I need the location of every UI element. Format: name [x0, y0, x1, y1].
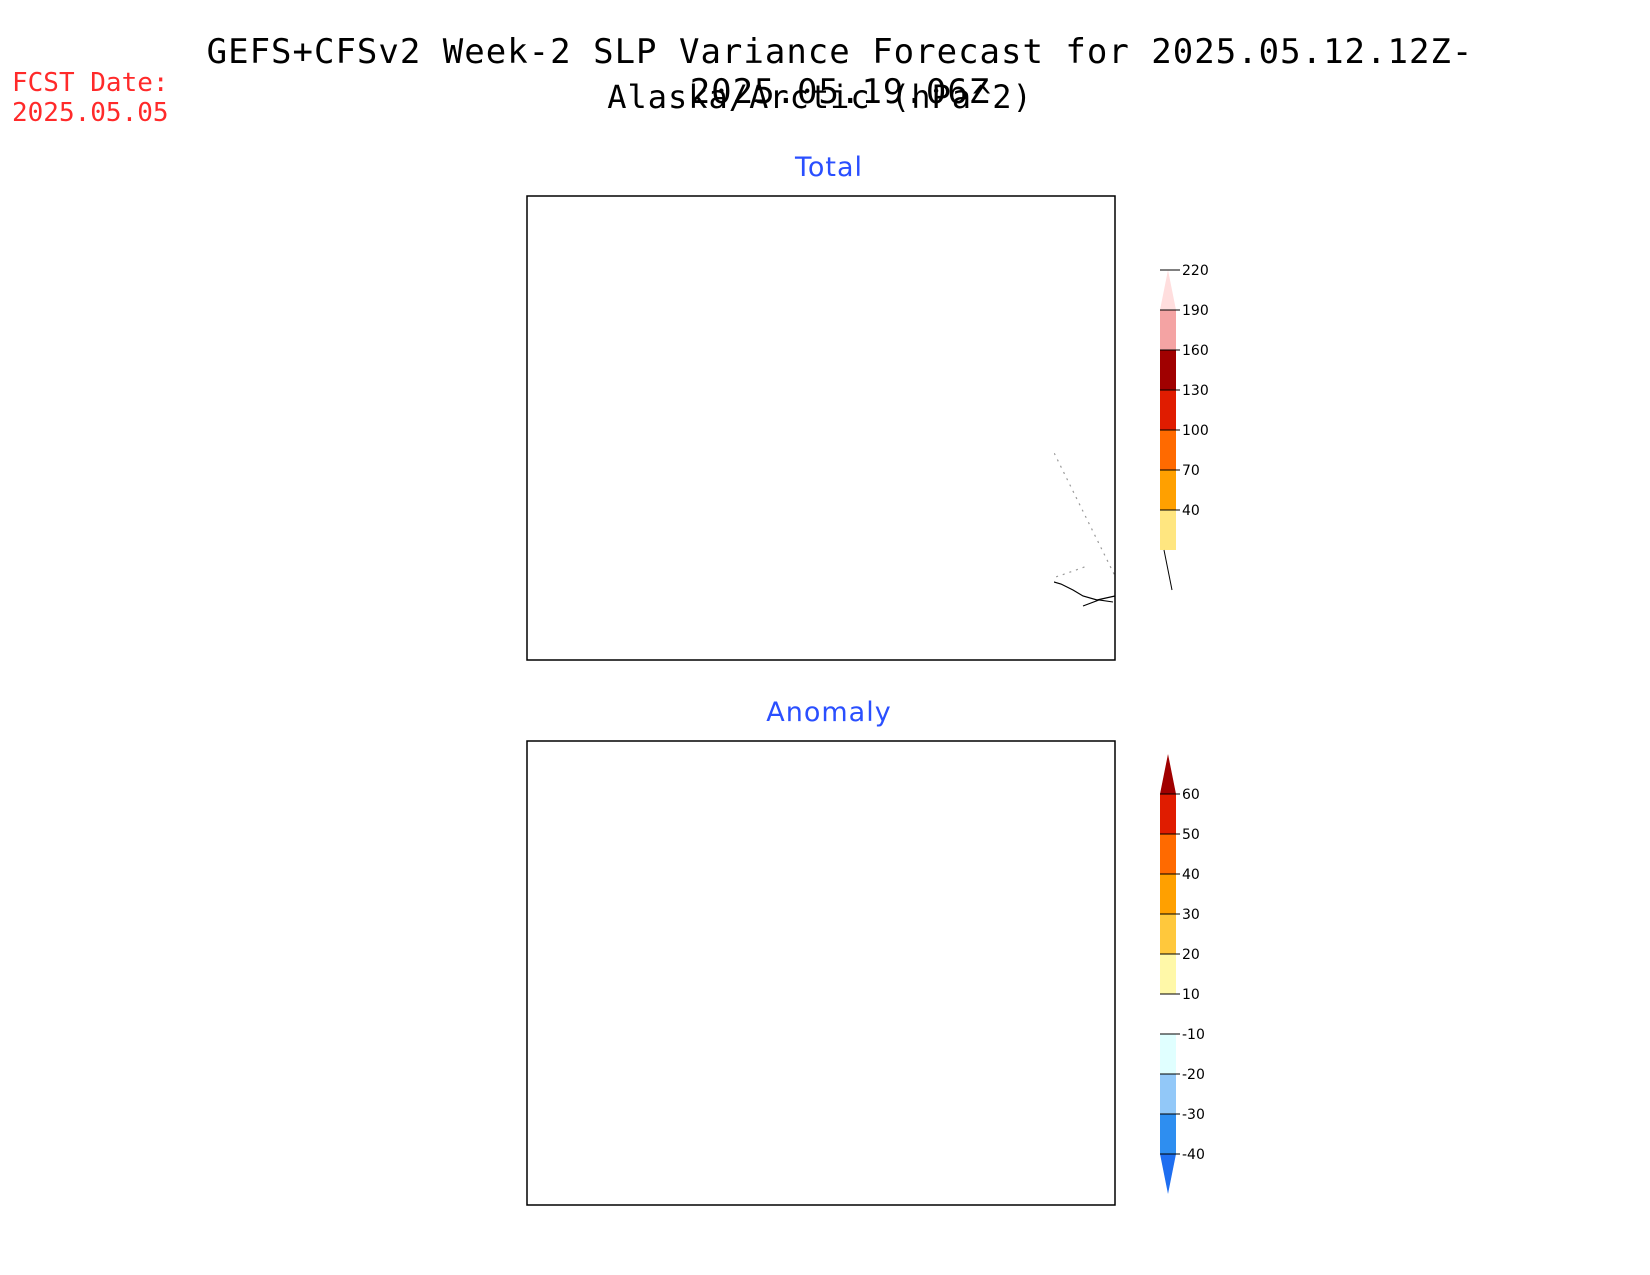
colorbar-label: 190: [1182, 303, 1209, 319]
colorbar-segment: [1160, 430, 1176, 470]
map-frame-total: [526, 195, 1116, 661]
colorbar-anomaly: -40 -30 -20 -10 10 20 30 40 50 60: [1160, 754, 1205, 1194]
total-region-70-100: [527, 548, 819, 662]
colorbar-segment: [1160, 310, 1176, 350]
colorbar-label: 100: [1182, 423, 1209, 439]
colorbar-label: -10: [1182, 1027, 1205, 1043]
forecast-date-label: FCST Date:: [12, 68, 169, 98]
colorbar-segment: [1160, 1114, 1176, 1154]
colorbar-label: 220: [1182, 263, 1209, 279]
forecast-date-block: FCST Date: 2025.05.05: [12, 68, 169, 128]
colorbar-tail: [1163, 549, 1173, 591]
colorbar-segment: [1160, 510, 1176, 550]
panel-title-anomaly: Anomaly: [766, 697, 892, 728]
colorbar-label: 30: [1182, 907, 1200, 923]
colorbar-label: 40: [1182, 503, 1200, 519]
colorbar-label: 50: [1182, 827, 1200, 843]
colorbar-segment: [1160, 350, 1176, 390]
map-panel-anomaly: [526, 740, 1116, 1211]
colorbar-label: 70: [1182, 463, 1200, 479]
anomaly-region-negative-north: [627, 741, 1115, 1191]
colorbar-label: -20: [1182, 1067, 1205, 1083]
colorbar-label: 10: [1182, 987, 1200, 1003]
subtitle: Alaska/Arctic (hPa^2): [607, 78, 1033, 116]
colorbar-bottom-triangle: [1160, 1154, 1176, 1194]
colorbar-segment: [1160, 1034, 1176, 1074]
main-title: GEFS+CFSv2 Week-2 SLP Variance Forecast …: [206, 32, 1474, 112]
colorbar-segment: [1160, 994, 1176, 1034]
panel-title-total: Total: [794, 152, 864, 183]
colorbar-segment: [1160, 954, 1176, 994]
colorbar-segment: [1160, 914, 1176, 954]
colorbar-label: 40: [1182, 867, 1200, 883]
map-panel-total: [526, 195, 1116, 669]
forecast-date-value: 2025.05.05: [12, 98, 169, 128]
colorbar-top-triangle: [1160, 754, 1176, 794]
colorbar-label: 130: [1182, 383, 1209, 399]
colorbar-top-triangle: [1160, 270, 1176, 310]
colorbar-label: 60: [1182, 787, 1200, 803]
colorbar-segment: [1160, 390, 1176, 430]
colorbar-label: 160: [1182, 343, 1209, 359]
total-region-40-70-west: [527, 484, 827, 591]
colorbar-segment: [1160, 834, 1176, 874]
colorbar-label: 20: [1182, 947, 1200, 963]
map-frame-anomaly: [526, 740, 1116, 1206]
colorbar-segment: [1160, 1074, 1176, 1114]
colorbar-label: -30: [1182, 1107, 1205, 1123]
colorbar-label: -40: [1182, 1147, 1205, 1163]
anomaly-region-positive-west: [527, 1105, 767, 1211]
colorbar-segment: [1160, 794, 1176, 834]
colorbar-segment: [1160, 470, 1176, 510]
anomaly-region-positive-patch: [627, 1169, 667, 1189]
total-region-40-70-east: [797, 530, 963, 660]
colorbar-segment: [1160, 874, 1176, 914]
colorbar-total: 40 70 100 130 160 190 220: [1160, 263, 1209, 591]
